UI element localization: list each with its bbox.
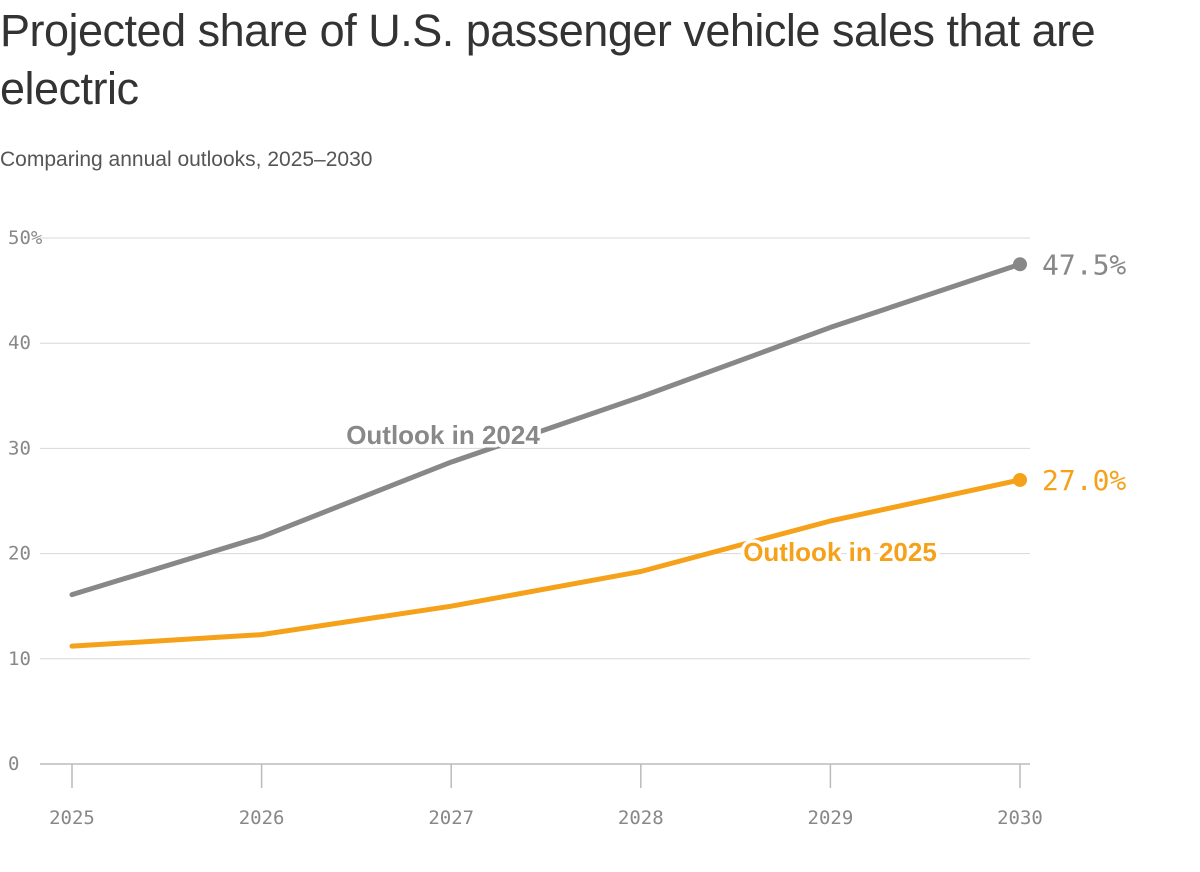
series-name-label-1: Outlook in 2024 [346,420,540,450]
series-name-label-2: Outlook in 2025 [743,537,937,567]
y-tick-label: 10 [8,648,31,670]
x-tick-label: 2027 [428,807,474,829]
y-tick-label: 50% [8,227,43,249]
chart-title: Projected share of U.S. passenger vehicl… [0,5,1096,114]
x-tick-label: 2030 [997,807,1043,829]
x-tick-label: 2029 [808,807,854,829]
series-line-1 [69,261,1023,598]
series-layer [69,257,1027,649]
y-tick-label: 40 [8,332,31,354]
chart-subtitle: Comparing annual outlooks, 2025–2030 [0,148,373,171]
x-tick-label: 2025 [49,807,95,829]
x-tick-label: 2026 [239,807,285,829]
series-line-2 [69,477,1023,649]
series-end-label-1: 47.5% [1042,248,1126,281]
y-tick-label: 0 [8,753,19,775]
y-tick-label: 30 [8,437,31,459]
series-end-point-1 [1013,257,1027,272]
series-end-label-2: 27.0% [1042,464,1126,497]
y-tick-label: 20 [8,543,31,565]
grid-layer [40,237,1030,765]
series-end-point-2 [1013,472,1027,487]
label-layer: 47.5% 27.0% Outlook in 2024 Outlook in 2025 [343,248,1127,570]
x-tick-label: 2028 [618,807,664,829]
